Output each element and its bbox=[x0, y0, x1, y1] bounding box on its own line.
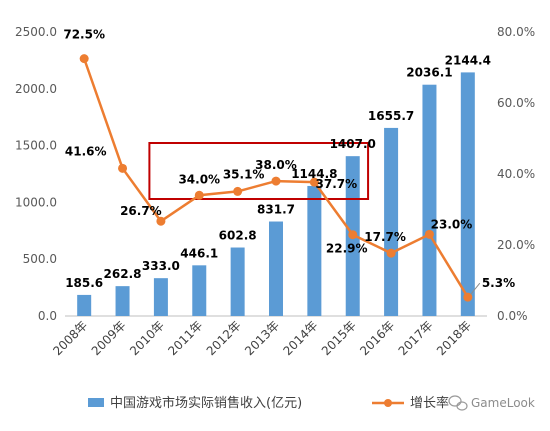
line-value-label: 37.7% bbox=[316, 177, 358, 191]
y-left-tick-label: 1000.0 bbox=[15, 195, 57, 209]
bar bbox=[460, 72, 475, 317]
y-right-tick-label: 60.0% bbox=[497, 96, 535, 110]
line-value-label: 38.0% bbox=[255, 158, 297, 172]
x-tick-label: 2012年 bbox=[204, 318, 244, 358]
line-value-label: 41.6% bbox=[65, 144, 107, 158]
bar bbox=[230, 247, 245, 316]
bar bbox=[422, 84, 437, 317]
x-tick-label: 2011年 bbox=[165, 318, 205, 358]
bar-value-label: 2144.4 bbox=[445, 53, 491, 67]
bar bbox=[384, 127, 399, 317]
x-tick-label: 2017年 bbox=[396, 318, 436, 358]
watermark-text: GameLook bbox=[471, 396, 535, 410]
legend-line-marker bbox=[384, 399, 392, 407]
line-value-label: 5.3% bbox=[482, 276, 515, 290]
wechat-icon bbox=[448, 395, 468, 411]
y-right-tick-label: 40.0% bbox=[497, 167, 535, 181]
bar bbox=[192, 265, 207, 316]
line-point bbox=[156, 216, 166, 226]
line-point bbox=[118, 163, 128, 173]
x-tick-label: 2010年 bbox=[127, 318, 167, 358]
bar bbox=[77, 294, 92, 316]
x-tick-label: 2009年 bbox=[89, 318, 129, 358]
line-value-label: 22.9% bbox=[326, 242, 368, 256]
bar-value-label: 831.7 bbox=[257, 203, 295, 217]
line-value-label: 72.5% bbox=[63, 28, 105, 42]
bar-value-label: 602.8 bbox=[219, 229, 257, 243]
line-value-label: 26.7% bbox=[120, 204, 162, 218]
y-left-tick-label: 500.0 bbox=[23, 252, 57, 266]
line-point bbox=[271, 176, 281, 186]
line-point bbox=[309, 177, 319, 187]
line-value-label: 34.0% bbox=[178, 172, 220, 186]
legend-bar-swatch bbox=[88, 398, 104, 407]
bar-value-label: 185.6 bbox=[65, 276, 103, 290]
y-right-tick-label: 0.0% bbox=[497, 309, 528, 323]
x-tick-label: 2016年 bbox=[357, 318, 397, 358]
y-left-tick-label: 1500.0 bbox=[15, 139, 57, 153]
line-point bbox=[348, 230, 358, 240]
bar-value-label: 2036.1 bbox=[406, 66, 452, 80]
line-point bbox=[386, 248, 396, 258]
bar-value-label: 446.1 bbox=[180, 246, 218, 260]
bar bbox=[115, 286, 130, 316]
line-value-label: 23.0% bbox=[431, 217, 473, 231]
line-point bbox=[424, 229, 434, 239]
bar-value-label: 262.8 bbox=[104, 267, 142, 281]
legend-bar-label: 中国游戏市场实际销售收入(亿元) bbox=[110, 395, 302, 411]
legend: 中国游戏市场实际销售收入(亿元) 增长率 bbox=[88, 395, 449, 411]
y-left-tick-label: 2500.0 bbox=[15, 25, 57, 39]
bar-value-label: 333.0 bbox=[142, 259, 180, 273]
x-tick-label: 2014年 bbox=[281, 318, 321, 358]
bar-value-label: 1407.0 bbox=[330, 137, 376, 151]
watermark: GameLook bbox=[448, 395, 535, 411]
bar bbox=[153, 278, 168, 316]
x-tick-label: 2015年 bbox=[319, 318, 359, 358]
y-left-tick-label: 2000.0 bbox=[15, 82, 57, 96]
label-leader-line bbox=[470, 282, 481, 295]
line-point bbox=[233, 186, 243, 196]
line-point bbox=[79, 54, 89, 64]
bar-value-label: 1655.7 bbox=[368, 109, 414, 123]
y-left-tick-label: 0.0 bbox=[38, 309, 57, 323]
line-point bbox=[194, 190, 204, 200]
bar bbox=[269, 221, 283, 316]
highlight-box bbox=[148, 142, 370, 200]
y-right-tick-label: 80.0% bbox=[497, 25, 535, 39]
line-value-label: 17.7% bbox=[364, 230, 406, 244]
x-tick-label: 2013年 bbox=[242, 318, 282, 358]
bar bbox=[307, 185, 322, 316]
line-value-label: 35.1% bbox=[223, 167, 265, 181]
bar-value-label: 1144.8 bbox=[291, 167, 337, 181]
y-right-tick-label: 20.0% bbox=[497, 238, 535, 252]
x-tick-label: 2008年 bbox=[50, 318, 90, 358]
highlight-rect bbox=[148, 142, 370, 200]
x-tick-label: 2018年 bbox=[434, 318, 474, 358]
legend-line-label: 增长率 bbox=[410, 395, 449, 411]
line-series bbox=[79, 54, 473, 302]
line-point bbox=[463, 292, 473, 302]
